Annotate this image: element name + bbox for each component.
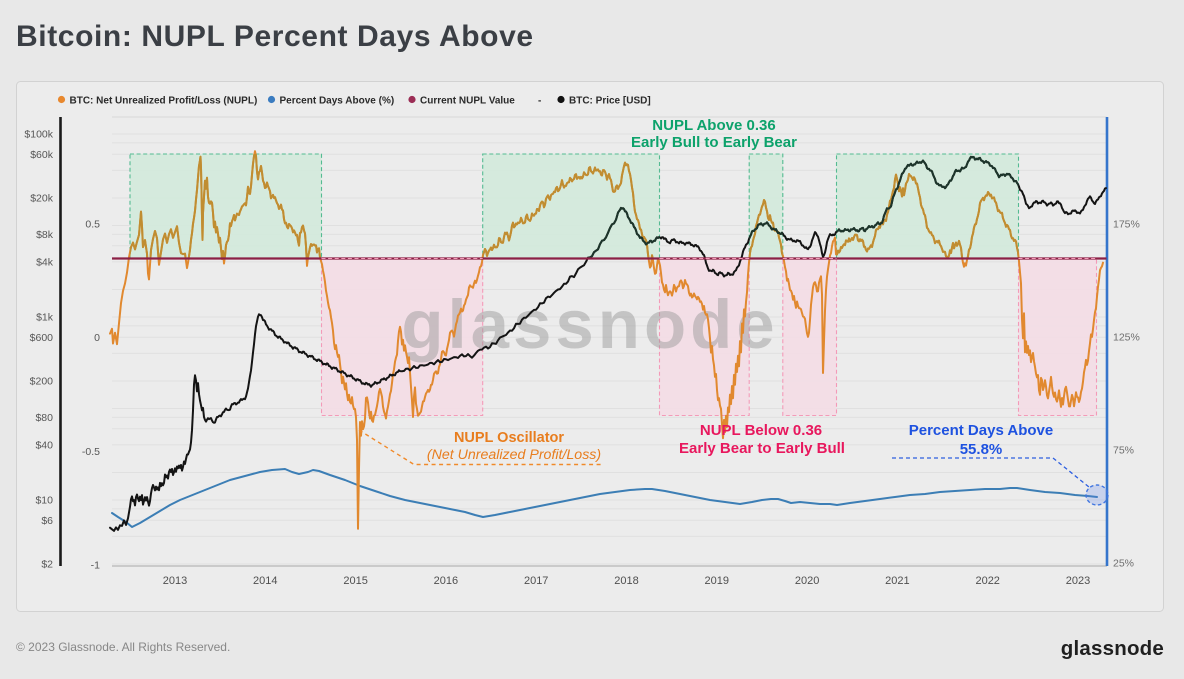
svg-text:2015: 2015 [343,575,367,587]
svg-text:Percent Days Above (%): Percent Days Above (%) [280,96,395,107]
svg-text:2018: 2018 [614,575,638,587]
svg-text:NUPL Below 0.36: NUPL Below 0.36 [700,422,822,439]
svg-text:Percent Days Above: Percent Days Above [909,422,1054,439]
svg-text:$20k: $20k [30,193,54,205]
svg-text:(Net Unrealized Profit/Loss): (Net Unrealized Profit/Loss) [427,447,601,463]
svg-text:2020: 2020 [795,575,819,587]
svg-text:Early Bear to Early Bull: Early Bear to Early Bull [679,440,845,457]
svg-text:2013: 2013 [163,575,187,587]
svg-text:Early Bull to Early Bear: Early Bull to Early Bear [631,134,797,151]
svg-text:$10: $10 [35,495,53,507]
svg-text:glassnode: glassnode [1061,637,1164,660]
svg-text:BTC: Price [USD]: BTC: Price [USD] [569,96,651,107]
svg-text:75%: 75% [1113,445,1134,457]
svg-text:2016: 2016 [434,575,458,587]
svg-text:$200: $200 [30,376,54,388]
svg-text:2021: 2021 [885,575,909,587]
svg-text:© 2023 Glassnode. All Rights R: © 2023 Glassnode. All Rights Reserved. [16,640,230,654]
svg-text:$2: $2 [41,559,53,571]
svg-text:NUPL Above 0.36: NUPL Above 0.36 [652,117,775,134]
svg-text:$8k: $8k [36,229,54,241]
svg-text:0: 0 [94,332,100,344]
svg-text:$6: $6 [41,515,53,527]
svg-text:$60k: $60k [30,149,54,161]
svg-text:glassnode: glassnode [401,286,778,363]
svg-text:$600: $600 [30,332,54,344]
svg-text:NUPL Oscillator: NUPL Oscillator [454,430,564,446]
svg-text:2023: 2023 [1066,575,1090,587]
svg-text:0.5: 0.5 [85,219,100,231]
svg-text:$4k: $4k [36,256,54,268]
svg-text:-: - [538,96,541,107]
svg-text:175%: 175% [1113,219,1140,231]
svg-text:-1: -1 [91,560,100,572]
svg-text:$100k: $100k [24,129,53,141]
svg-text:2019: 2019 [705,575,729,587]
svg-text:2017: 2017 [524,575,548,587]
svg-text:$40: $40 [35,439,53,451]
svg-text:$1k: $1k [36,312,54,324]
svg-text:55.8%: 55.8% [960,441,1003,458]
svg-text:Bitcoin: NUPL Percent Days Abo: Bitcoin: NUPL Percent Days Above [16,20,534,53]
svg-text:-0.5: -0.5 [82,446,100,458]
svg-text:25%: 25% [1113,558,1134,570]
svg-text:BTC: Net Unrealized Profit/Los: BTC: Net Unrealized Profit/Loss (NUPL) [70,96,258,107]
svg-text:125%: 125% [1113,332,1140,344]
svg-text:2022: 2022 [975,575,999,587]
svg-text:2014: 2014 [253,575,277,587]
svg-text:$80: $80 [35,412,53,424]
svg-text:Current NUPL Value: Current NUPL Value [420,96,515,107]
